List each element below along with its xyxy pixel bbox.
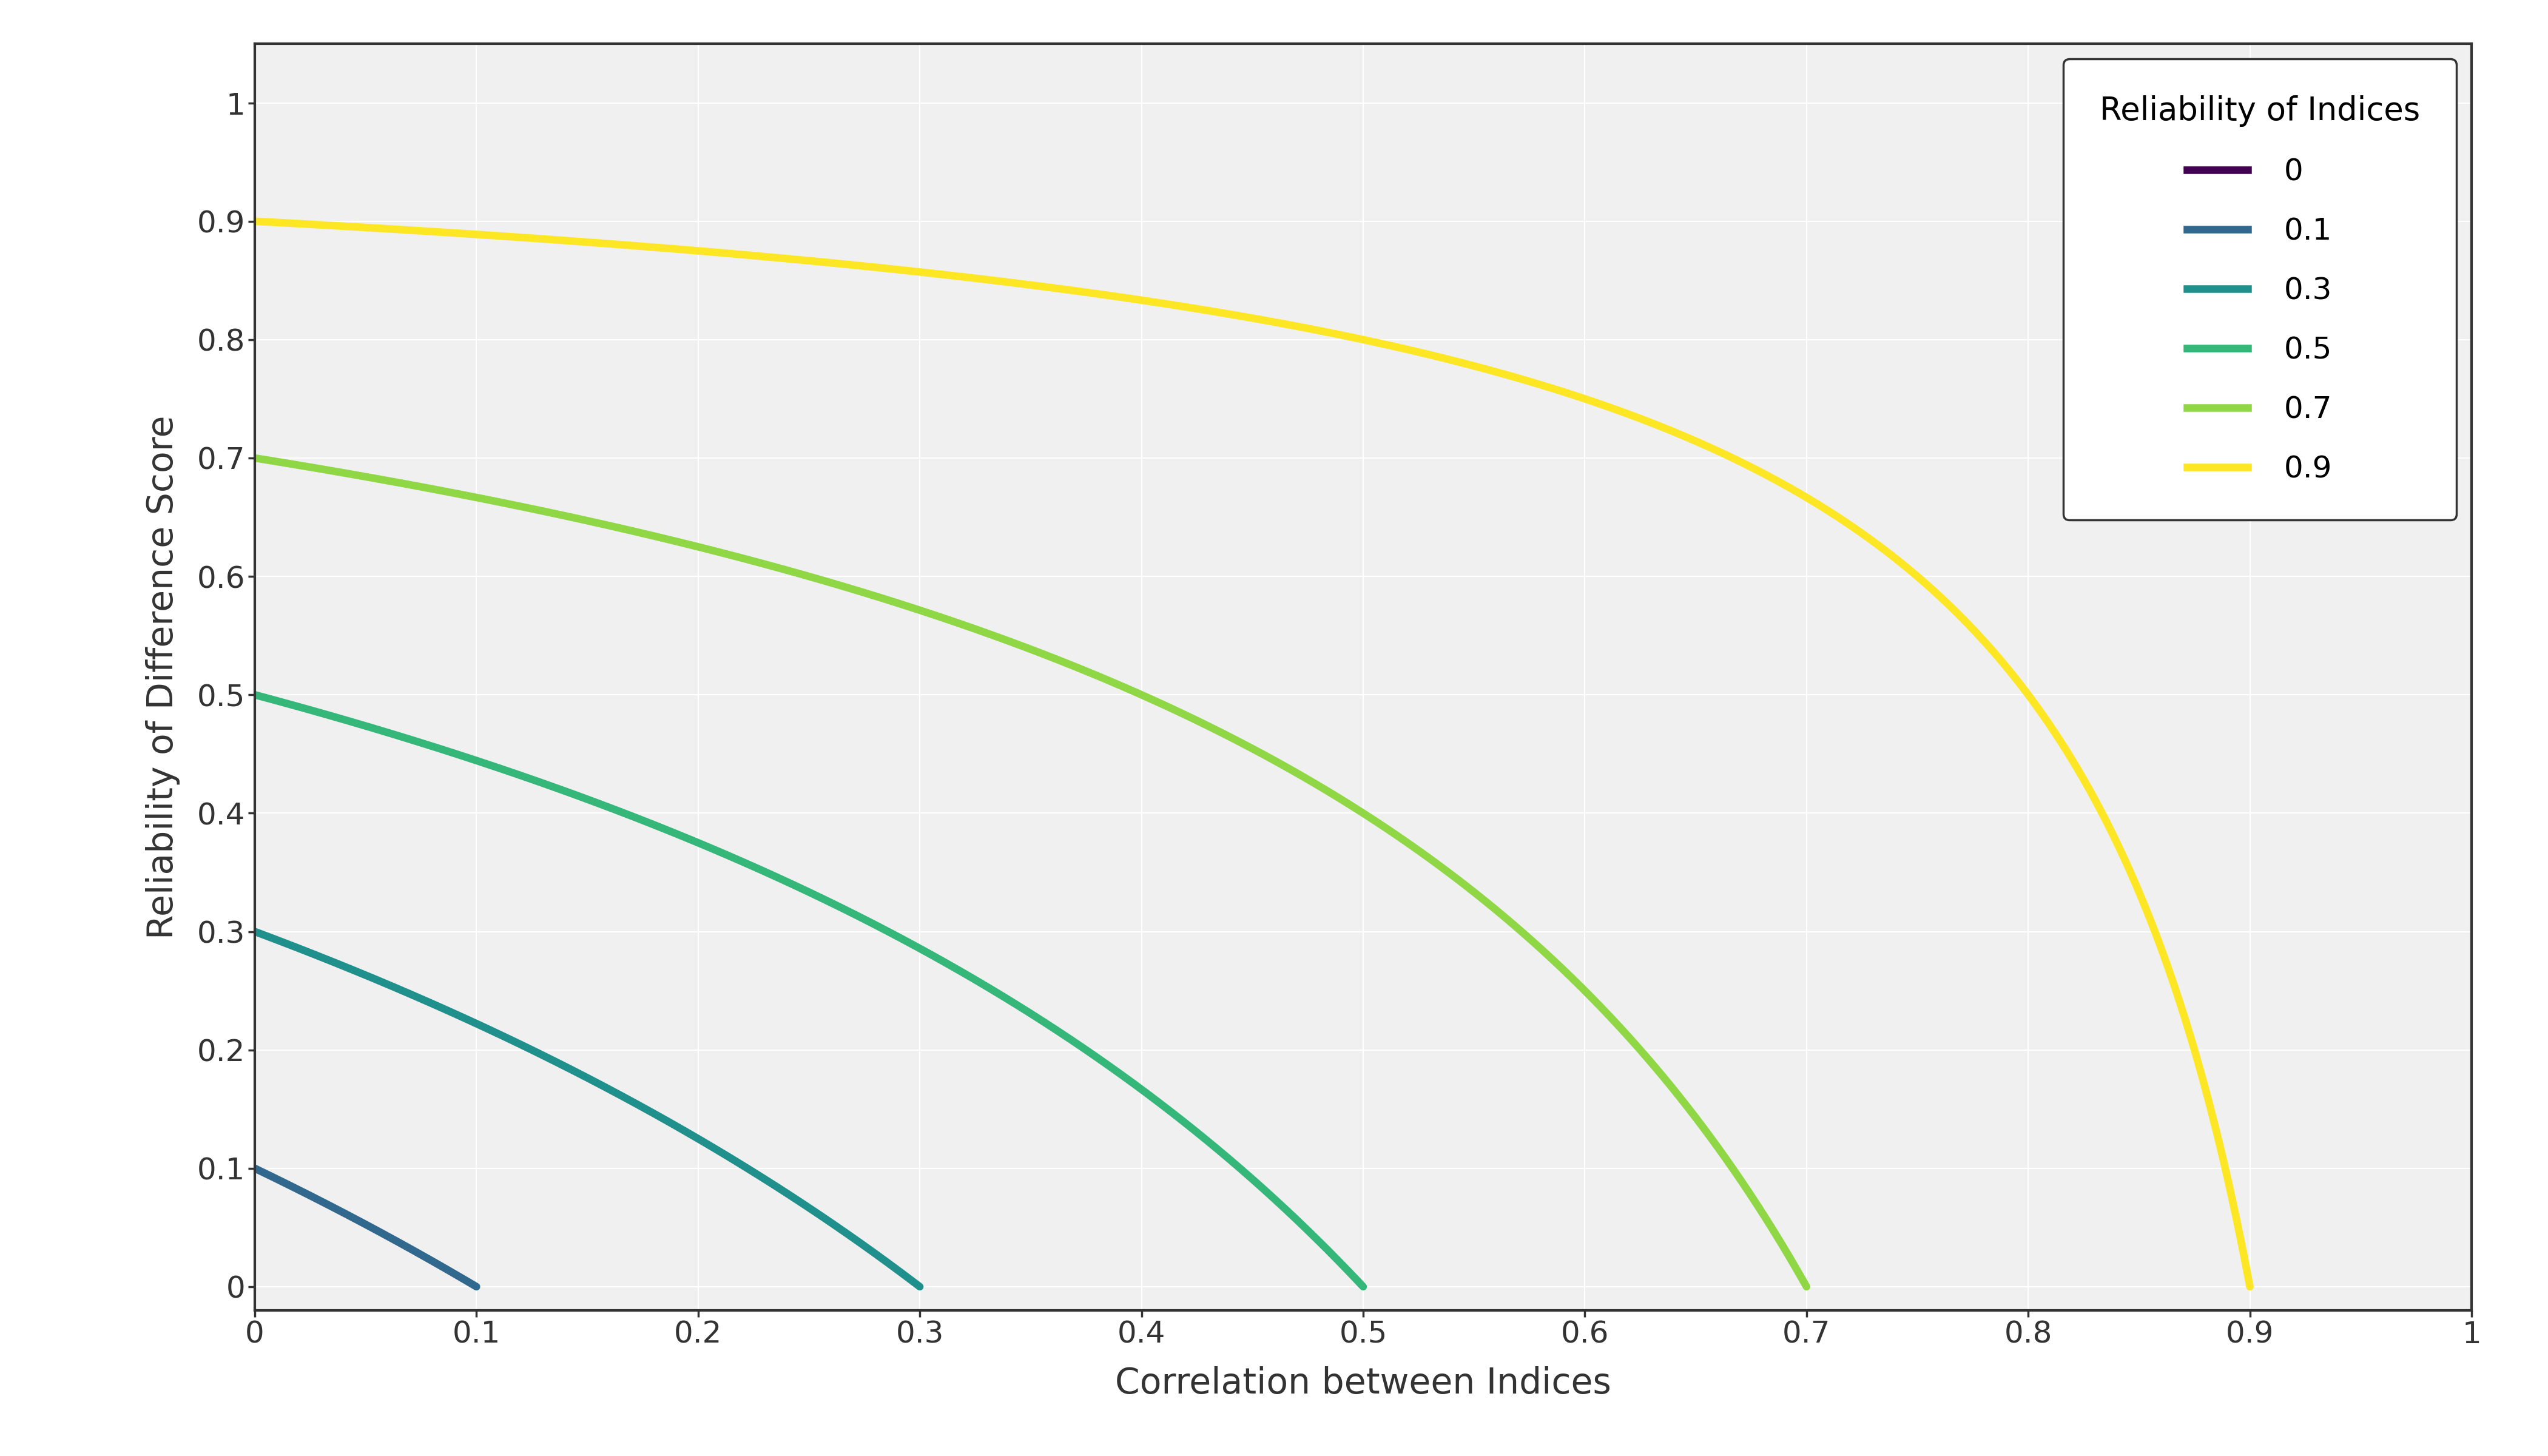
0.7 — [1478, 898, 1508, 916]
Line: 0.1: 0.1 — [255, 1168, 476, 1287]
0.3 — [905, 1278, 935, 1296]
0.3 — [533, 1048, 563, 1066]
0.5 — [688, 836, 719, 853]
0.7 — [922, 607, 953, 625]
0.1 — [240, 1159, 270, 1176]
0.3 — [308, 949, 339, 967]
0.7 — [1791, 1278, 1822, 1296]
0.7 — [1450, 877, 1480, 894]
0.7 — [397, 476, 428, 494]
0.5 — [1103, 1064, 1134, 1082]
0.9 — [1119, 290, 1149, 307]
0.7 — [1305, 778, 1335, 795]
0.3 — [759, 1176, 790, 1194]
X-axis label: Correlation between Indices: Correlation between Indices — [1116, 1366, 1610, 1401]
0.3 — [240, 923, 270, 941]
Line: 0.7: 0.7 — [255, 459, 1807, 1287]
0.5 — [729, 853, 759, 871]
Y-axis label: Reliability of Difference Score: Reliability of Difference Score — [145, 415, 181, 939]
0.3 — [510, 1037, 540, 1054]
0.1 — [392, 1238, 423, 1255]
0.9 — [1610, 405, 1641, 422]
0.5 — [1001, 996, 1032, 1013]
0.9 — [2235, 1278, 2265, 1296]
0.1 — [415, 1252, 446, 1270]
0.3 — [769, 1184, 800, 1201]
0.5 — [1124, 1079, 1154, 1096]
Line: 0.5: 0.5 — [255, 695, 1363, 1287]
0.5 — [1348, 1278, 1378, 1296]
0.1 — [336, 1208, 367, 1226]
Legend: 0, 0.1, 0.3, 0.5, 0.7, 0.9: 0, 0.1, 0.3, 0.5, 0.7, 0.9 — [2064, 58, 2456, 520]
0.7 — [240, 450, 270, 467]
0.7 — [866, 590, 897, 607]
0.3 — [696, 1137, 726, 1155]
0.5 — [352, 718, 382, 735]
0.9 — [1832, 514, 1863, 531]
0.9 — [1047, 280, 1078, 297]
0.9 — [1796, 491, 1827, 508]
0.5 — [240, 686, 270, 703]
0.9 — [443, 224, 474, 242]
0.1 — [329, 1204, 359, 1222]
0.1 — [262, 1171, 293, 1188]
0.9 — [240, 213, 270, 230]
Line: 0.9: 0.9 — [255, 221, 2250, 1287]
0.1 — [413, 1249, 443, 1267]
0.1 — [461, 1278, 492, 1296]
Line: 0.3: 0.3 — [255, 932, 920, 1287]
